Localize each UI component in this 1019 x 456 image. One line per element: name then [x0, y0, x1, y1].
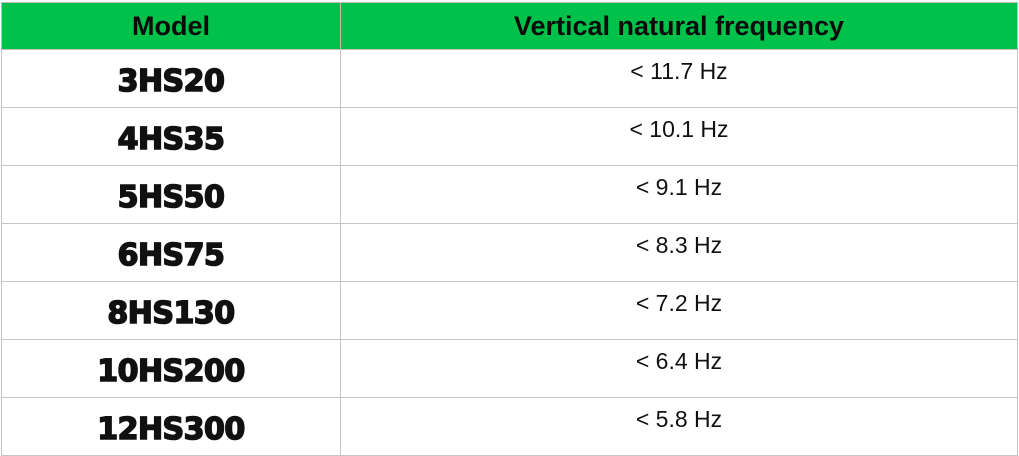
- table-header-row: Model Vertical natural frequency: [1, 2, 1018, 50]
- frequency-cell: < 10.1 Hz: [340, 107, 1018, 166]
- table-row: 8HS130 < 7.2 Hz: [1, 281, 1018, 340]
- model-cell: 6HS75: [1, 223, 341, 282]
- table-row: 6HS75 < 8.3 Hz: [1, 223, 1018, 282]
- model-cell: 5HS50: [1, 165, 341, 224]
- model-cell: 3HS20: [1, 49, 341, 108]
- frequency-cell: < 7.2 Hz: [340, 281, 1018, 340]
- table-row: 5HS50 < 9.1 Hz: [1, 165, 1018, 224]
- table-row: 12HS300 < 5.8 Hz: [1, 397, 1018, 456]
- model-cell: 4HS35: [1, 107, 341, 166]
- frequency-cell: < 11.7 Hz: [340, 49, 1018, 108]
- model-cell: 10HS200: [1, 339, 341, 398]
- model-cell: 12HS300: [1, 397, 341, 456]
- column-header-frequency: Vertical natural frequency: [340, 2, 1018, 50]
- table-row: 4HS35 < 10.1 Hz: [1, 107, 1018, 166]
- table-row: 3HS20 < 11.7 Hz: [1, 49, 1018, 108]
- model-cell: 8HS130: [1, 281, 341, 340]
- frequency-cell: < 6.4 Hz: [340, 339, 1018, 398]
- column-header-model: Model: [1, 2, 341, 50]
- frequency-cell: < 5.8 Hz: [340, 397, 1018, 456]
- frequency-cell: < 9.1 Hz: [340, 165, 1018, 224]
- table-row: 10HS200 < 6.4 Hz: [1, 339, 1018, 398]
- frequency-cell: < 8.3 Hz: [340, 223, 1018, 282]
